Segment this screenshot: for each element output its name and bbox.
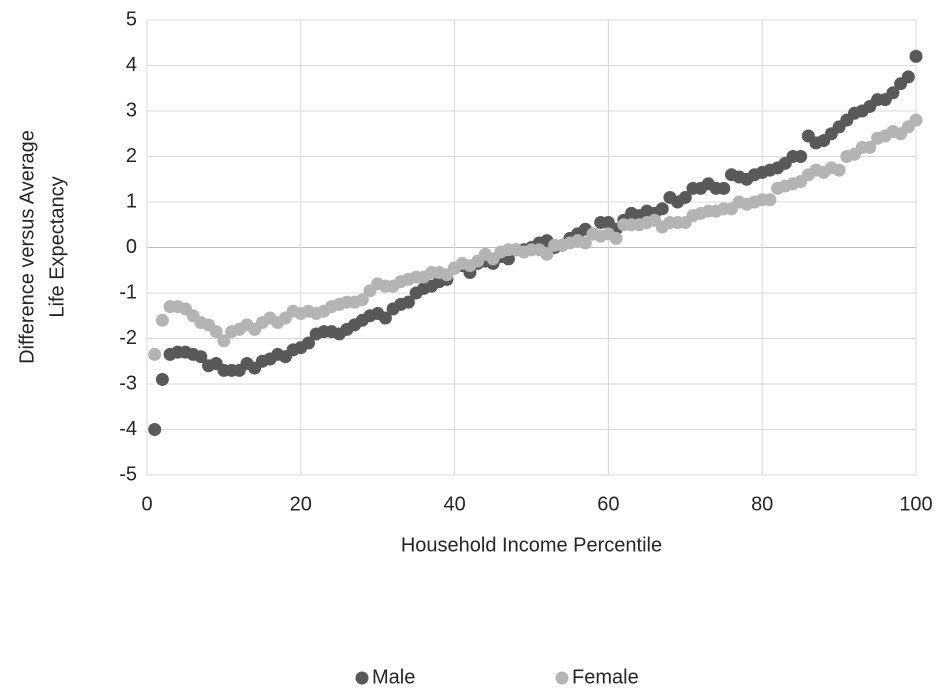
- data-point: [148, 423, 162, 436]
- y-tick-label: 0: [126, 236, 137, 258]
- data-point: [886, 86, 900, 100]
- y-tick-label: -4: [119, 418, 137, 440]
- y-tick-label: -3: [119, 372, 137, 394]
- y-tick-label: -2: [119, 327, 137, 349]
- data-point: [355, 293, 369, 307]
- y-axis-label: Difference versus Average: [16, 130, 38, 364]
- data-point: [655, 202, 669, 216]
- data-point: [194, 350, 208, 364]
- data-point: [909, 113, 923, 127]
- data-point: [832, 163, 846, 177]
- y-tick-label: 4: [126, 54, 137, 76]
- y-axis-label: Life Expectancy: [46, 176, 68, 317]
- data-point: [378, 311, 392, 325]
- x-tick-label: 100: [899, 493, 932, 515]
- data-point: [863, 140, 877, 154]
- data-point: [540, 247, 554, 261]
- data-point: [678, 190, 692, 204]
- data-point: [609, 231, 623, 245]
- legend-label: Female: [572, 666, 639, 688]
- x-tick-label: 80: [751, 493, 773, 515]
- y-tick-label: 5: [126, 8, 137, 30]
- y-tick-label: -1: [119, 281, 137, 303]
- y-tick-label: -5: [119, 463, 137, 485]
- data-point: [155, 313, 169, 327]
- x-axis-label: Household Income Percentile: [401, 534, 662, 556]
- x-tick-label: 20: [290, 493, 312, 515]
- data-point: [301, 336, 315, 350]
- y-tick-label: 2: [126, 145, 137, 167]
- data-point: [401, 295, 415, 309]
- x-tick-label: 40: [443, 493, 465, 515]
- data-point: [717, 181, 731, 195]
- data-point: [155, 372, 169, 386]
- data-point: [909, 49, 923, 63]
- x-tick-label: 0: [141, 493, 152, 515]
- data-point: [148, 347, 162, 361]
- legend-marker: [355, 671, 369, 685]
- data-point: [763, 193, 777, 207]
- legend-marker: [555, 671, 569, 685]
- data-point: [794, 150, 808, 163]
- data-point: [217, 334, 231, 348]
- y-tick-label: 1: [126, 190, 137, 212]
- data-point: [901, 70, 915, 84]
- legend-label: Male: [372, 666, 415, 688]
- data-point: [578, 236, 592, 250]
- y-tick-label: 3: [126, 99, 137, 121]
- data-point: [209, 325, 223, 339]
- x-tick-label: 60: [597, 493, 619, 515]
